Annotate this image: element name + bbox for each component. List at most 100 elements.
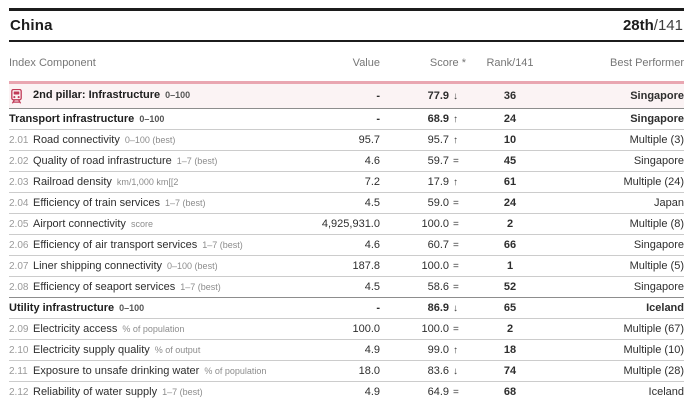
indicator-label: Electricity supply quality [33,344,150,356]
trend-equal-icon: = [453,323,459,335]
rank-cell: 1 [506,260,514,272]
indicator-label: Efficiency of train services [33,197,160,209]
indicator-label: Transport infrastructure [9,113,135,125]
best-performer-cell: Singapore [633,239,684,251]
indicator-label: Airport connectivity [33,218,126,230]
index-component-cell: 2.01 Road connectivity 0–100 (best) [9,134,288,146]
trend-up-icon: ↑ [453,113,458,125]
indicator-row: 2.08 Efficiency of seaport services 1–7 (b… [9,276,684,297]
index-component-cell: Utility infrastructure 0–100 [9,302,288,314]
trend-equal-icon: = [453,260,459,272]
rank-cell: 74 [503,365,517,377]
indicator-unit: 1–7 (best) [180,282,221,292]
best-performer-cell: Iceland [648,386,684,398]
rank-cell: 66 [503,239,517,251]
best-performer-cell: Multiple (5) [629,260,684,272]
index-component-cell: 2.11 Exposure to unsafe drinking water % o… [9,365,288,377]
indicator-number: 2.12 [9,387,29,398]
indicator-unit: 0–100 (best) [167,261,218,271]
indicator-unit: score [130,219,153,229]
indicator-number: 2.07 [9,261,29,272]
indicator-row: 2.01 Road connectivity 0–100 (best) 95.7 95.… [9,129,684,150]
value-cell: 18.0 [358,365,380,377]
index-component-cell: 2.03 Railroad density km/1,000 km[[2 [9,176,288,188]
indicator-number: 2.08 [9,282,29,293]
score-cell: 17.9 ↑ [380,176,466,188]
subsection-row: Utility infrastructure 0–100 - 86.9 ↓ 65 Icela… [9,297,684,318]
train-icon [9,88,33,104]
best-performer-cell: Multiple (10) [623,344,684,356]
value-cell: 95.7 [358,134,380,146]
trend-equal-icon: = [453,218,459,230]
score-value: 95.7 [427,134,449,146]
column-header-best-performer: Best Performer [610,56,684,69]
rank-cell: 24 [503,113,517,125]
best-performer-cell: Multiple (24) [623,176,684,188]
rank-cell: 61 [503,176,517,188]
trend-up-icon: ↑ [453,176,458,188]
indicator-row: 2.11 Exposure to unsafe drinking water % o… [9,360,684,381]
trend-down-icon: ↓ [453,365,458,377]
subsection-row: Transport infrastructure 0–100 - 68.9 ↑ 24 Sin… [9,108,684,129]
index-component-cell: 2.02 Quality of road infrastructure 1–7 (b… [9,155,288,167]
column-header-value: Value [352,56,380,69]
index-component-cell: 2.12 Reliability of water supply 1–7 (best… [9,386,288,398]
best-performer-cell: Singapore [630,90,684,102]
trend-equal-icon: = [453,281,459,293]
indicator-number: 2.06 [9,240,29,251]
score-value: 100.0 [421,323,449,335]
indicator-label: Liner shipping connectivity [33,260,163,272]
country-header: China 28th/141 [9,8,684,42]
score-value: 59.7 [427,155,449,167]
score-value: 77.9 [427,90,449,102]
pillar-row: 2nd pillar: Infrastructure 0–100 - 77.9 ↓ 36 S… [9,81,684,108]
score-cell: 58.6 = [380,281,466,293]
rank-cell: 10 [503,134,517,146]
country-rank-total: /141 [653,17,683,34]
rank-cell: 45 [503,155,517,167]
score-cell: 64.9 = [380,386,466,398]
score-value: 86.9 [427,302,449,314]
score-cell: 59.0 = [380,197,466,209]
value-cell: 4.9 [364,386,380,398]
score-value: 58.6 [427,281,449,293]
indicator-unit: 0–100 [139,114,165,124]
score-cell: 59.7 = [380,155,466,167]
indicator-row: 2.03 Railroad density km/1,000 km[[2 7.2 17.… [9,171,684,192]
best-performer-cell: Japan [654,197,684,209]
value-cell: 100.0 [352,323,380,335]
indicator-label: Efficiency of seaport services [33,281,176,293]
indicator-number: 2.10 [9,345,29,356]
index-component-cell: 2.04 Efficiency of train services 1–7 (bes… [9,197,288,209]
value-cell: 4.6 [364,239,380,251]
trend-up-icon: ↑ [453,134,458,146]
rank-cell: 24 [503,197,517,209]
indicator-unit: 1–7 (best) [176,156,218,166]
value-cell: - [376,113,380,125]
indicator-label: 2nd pillar: Infrastructure [33,88,161,101]
trend-down-icon: ↓ [453,90,458,102]
indicator-row: 2.04 Efficiency of train services 1–7 (bes… [9,192,684,213]
score-value: 99.0 [427,344,449,356]
rank-cell: 2 [506,323,514,335]
indicator-row: 2.02 Quality of road infrastructure 1–7 (b… [9,150,684,171]
rank-cell: 65 [503,302,517,314]
indicator-row: 2.07 Liner shipping connectivity 0–100 (be… [9,255,684,276]
indicator-row: 2.09 Electricity access % of population 100… [9,318,684,339]
trend-equal-icon: = [453,197,459,209]
indicator-unit: 0–100 (best) [124,135,176,145]
best-performer-cell: Multiple (67) [623,323,684,335]
indicator-number: 2.03 [9,177,29,188]
rank-cell: 18 [503,344,517,356]
indicator-unit: % of population [122,324,185,334]
score-cell: 83.6 ↓ [380,365,466,377]
best-performer-cell: Multiple (3) [629,134,684,146]
best-performer-cell: Singapore [633,281,684,293]
indicator-row: 2.05 Airport connectivity score 4,925,931.0… [9,213,684,234]
trend-up-icon: ↑ [453,344,458,356]
score-cell: 77.9 ↓ [380,90,466,102]
best-performer-cell: Singapore [630,113,684,125]
score-cell: 60.7 = [380,239,466,251]
indicator-label: Utility infrastructure [9,302,115,314]
score-cell: 100.0 = [380,260,466,272]
